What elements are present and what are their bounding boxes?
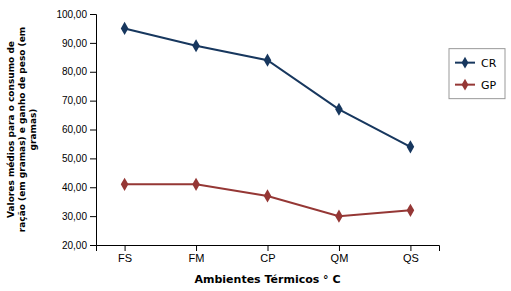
marker [335,210,343,223]
x-axis: FS FM CP QM QS [97,245,440,264]
y-tick-mark [90,130,96,131]
y-tick: 50,00 [62,153,96,164]
plot: FS FM CP QM QS 20,00 30,00 40,00 50,00 60,00 70,00… [56,9,439,264]
x-tick-label: CP [260,252,275,264]
x-tick-mark [268,245,269,251]
y-tick-label: 70,00 [62,95,87,106]
marker [407,204,415,217]
y-axis-title: Valores médios para o consumo deração (e… [6,27,38,232]
marker [407,140,415,153]
legend: CR GP [449,49,505,99]
legend-item: CR [455,57,497,70]
y-axis-title-line: gramas) [28,109,38,151]
y-tick-mark [90,216,96,217]
x-tick-label: QS [403,252,419,264]
y-tick-mark [90,245,96,246]
y-tick: 70,00 [62,95,96,106]
marker [192,178,200,191]
legend-label: GP [481,79,497,92]
y-tick-label: 40,00 [62,182,87,193]
y-tick-label: 100,00 [56,9,87,20]
y-tick-label: 80,00 [62,66,87,77]
y-tick: 80,00 [62,66,96,77]
x-tick-mark [196,245,197,251]
y-tick: 30,00 [62,211,96,222]
legend-marker [462,79,469,91]
x-tick: QM [331,245,349,264]
x-tick-mark [125,245,126,251]
x-tick-label: FM [189,252,205,264]
legend-box [449,49,505,99]
series-line [125,184,411,216]
x-axis-line [97,246,440,252]
y-axis: 20,00 30,00 40,00 50,00 60,00 70,00 80,00 90,00… [56,9,96,251]
marker [192,39,200,52]
y-axis-title-line: ração (em gramas) e ganho de peso (em [17,27,27,232]
y-tick-label: 90,00 [62,38,87,49]
marker [121,178,129,191]
x-tick: FS [118,245,132,264]
marker [264,189,272,202]
y-tick-mark [90,187,96,188]
x-tick-mark [410,245,411,251]
x-tick: FM [189,245,205,264]
y-tick-label: 20,00 [62,240,87,251]
y-tick: 40,00 [62,182,96,193]
legend-label: CR [481,57,497,70]
x-tick: QS [403,245,419,264]
marker [335,103,343,116]
y-tick-mark [90,72,96,73]
x-tick-label: FS [118,252,132,264]
y-tick-label: 50,00 [62,153,87,164]
y-tick-mark [90,101,96,102]
x-tick: CP [260,245,275,264]
x-tick-mark [339,245,340,251]
legend-item: GP [455,79,497,92]
y-axis-title-line: Valores médios para o consumo de [6,41,16,218]
marks [121,22,414,223]
marker [121,22,129,35]
y-tick: 90,00 [62,38,96,49]
y-tick: 20,00 [62,240,96,251]
y-tick: 100,00 [56,9,96,20]
y-tick-mark [90,14,96,15]
x-tick-label: QM [331,252,349,264]
y-axis-line [90,15,97,246]
x-axis-title: Ambientes Térmicos ° C [194,273,340,286]
y-tick-label: 60,00 [62,124,87,135]
y-tick-label: 30,00 [62,211,87,222]
y-tick-mark [90,43,96,44]
marker [264,54,272,67]
chart: FS FM CP QM QS 20,00 30,00 40,00 50,00 60,00 70,00… [0,0,511,291]
y-tick: 60,00 [62,124,96,135]
series-line [125,28,411,146]
legend-marker [462,57,469,69]
y-tick-mark [90,158,96,159]
